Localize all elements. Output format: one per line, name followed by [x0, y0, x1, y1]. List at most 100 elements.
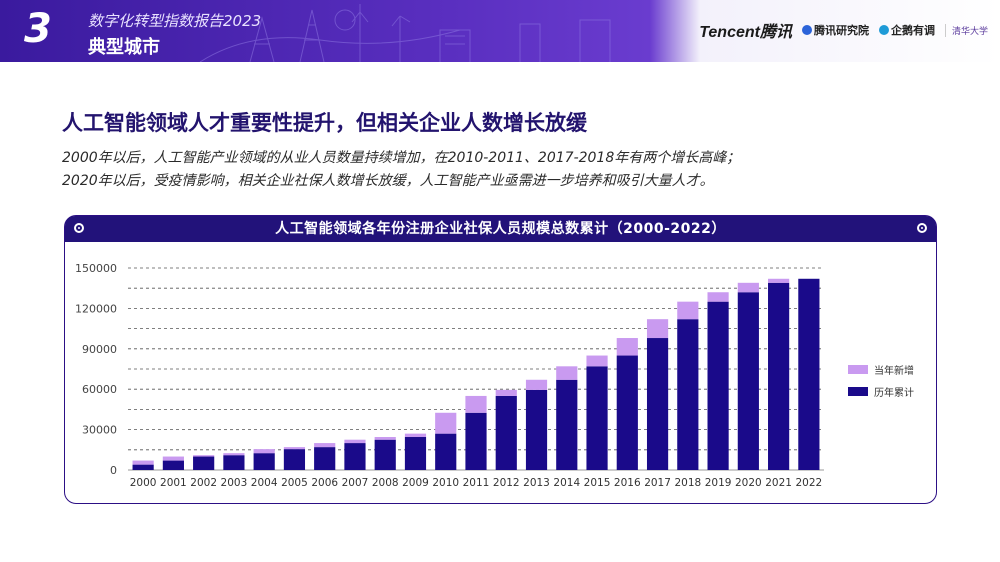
section-title: 典型城市	[88, 37, 160, 58]
bar-new	[677, 301, 699, 320]
bar-cumulative	[465, 412, 487, 470]
qie-survey-logo: 企鹅有调	[878, 22, 935, 38]
x-tick-label: 2018	[674, 477, 701, 489]
y-tick-label: 0	[110, 464, 117, 477]
bar-cumulative	[132, 464, 154, 470]
y-tick-label: 90000	[82, 343, 117, 356]
x-tick-label: 2009	[402, 477, 429, 489]
bar-cumulative	[586, 366, 608, 470]
bar-new	[586, 355, 608, 367]
bar-new	[283, 447, 306, 450]
bar-new	[616, 338, 638, 356]
bar-new	[465, 395, 487, 413]
x-tick-label: 2005	[281, 477, 308, 489]
bar-new	[737, 282, 759, 293]
bar-new	[314, 443, 336, 448]
x-tick-label: 2006	[311, 477, 338, 489]
x-tick-label: 2003	[221, 477, 248, 489]
bar-cumulative	[798, 278, 820, 470]
y-tick-label: 150000	[75, 262, 117, 275]
bar-cumulative	[314, 447, 336, 470]
y-tick-label: 120000	[75, 302, 117, 315]
x-tick-label: 2021	[765, 477, 792, 489]
bar-new	[374, 437, 396, 440]
x-tick-label: 2000	[130, 477, 157, 489]
chart-legend: 当年新增 历年累计	[848, 362, 914, 406]
bar-new	[404, 433, 427, 438]
bar-new	[556, 366, 578, 380]
penguin-logo-icon	[878, 25, 889, 35]
bar-cumulative	[283, 449, 306, 470]
x-tick-label: 2016	[614, 477, 641, 489]
bar-new	[768, 278, 790, 283]
legend-label-cumulative: 历年累计	[874, 388, 914, 399]
legend-label-new: 当年新增	[874, 366, 914, 377]
city-skyline-illustration	[199, 4, 611, 62]
report-title: 数字化转型指数报告2023	[88, 12, 262, 30]
x-tick-label: 2002	[190, 477, 217, 489]
x-tick-label: 2010	[432, 477, 459, 489]
bar-cumulative	[435, 433, 457, 470]
lead-line-1: 2000年以后，人工智能产业领域的从业人员数量持续增加，在2010-2011、2…	[62, 150, 741, 166]
lead-line-2: 2020年以后，受疫情影响，相关企业社保人数增长放缓，人工智能产业亟需进一步培养…	[62, 173, 714, 189]
bar-cumulative	[737, 292, 759, 470]
bar-new	[162, 456, 184, 461]
bar-cumulative	[344, 443, 366, 470]
target-dot-icon	[74, 223, 84, 233]
bar-new	[435, 412, 457, 434]
bar-new	[707, 292, 729, 302]
tsinghua-logo: 清华大学	[944, 23, 988, 37]
x-tick-label: 2012	[493, 477, 520, 489]
header-banner: 3 数字化转型指数报告2023 典型城市 Tencent腾讯 腾讯研究院 企鹅有…	[0, 0, 1000, 62]
bar-cumulative	[646, 338, 669, 470]
bar-cumulative	[525, 389, 548, 470]
bar-new	[132, 460, 154, 465]
bar-cumulative	[616, 355, 638, 470]
bar-cumulative	[707, 301, 729, 470]
y-tick-label: 30000	[82, 424, 117, 437]
bar-cumulative	[495, 395, 517, 470]
bar-cumulative	[404, 437, 427, 470]
target-dot-icon	[917, 223, 927, 233]
legend-swatch-new	[848, 365, 868, 374]
section-number: 3	[24, 6, 52, 52]
legend-item-cumulative: 历年累计	[848, 384, 914, 399]
x-tick-label: 2020	[735, 477, 762, 489]
research-logo-icon	[801, 25, 812, 35]
y-tick-label: 60000	[82, 383, 117, 396]
bar-cumulative	[253, 453, 275, 470]
x-tick-label: 2017	[644, 477, 671, 489]
bar-new	[344, 439, 366, 444]
x-tick-label: 2013	[523, 477, 550, 489]
tencent-research-logo: 腾讯研究院	[801, 22, 869, 38]
bar-cumulative	[193, 456, 215, 470]
bar-cumulative	[556, 379, 578, 470]
chart-title: 人工智能领域各年份注册企业社保人员规模总数累计（2000-2022）	[275, 221, 726, 237]
x-tick-label: 2004	[251, 477, 278, 489]
bar-new	[495, 389, 517, 396]
legend-swatch-cumulative	[848, 387, 868, 396]
bar-cumulative	[223, 455, 245, 470]
bar-cumulative	[677, 319, 699, 470]
chart-title-bar: 人工智能领域各年份注册企业社保人员规模总数累计（2000-2022）	[65, 216, 936, 242]
bar-new	[253, 449, 275, 454]
bar-cumulative	[768, 282, 790, 470]
x-tick-label: 2008	[372, 477, 399, 489]
x-tick-label: 2001	[160, 477, 187, 489]
x-tick-label: 2014	[553, 477, 580, 489]
bar-cumulative	[162, 460, 184, 470]
x-tick-label: 2007	[342, 477, 369, 489]
bar-new	[193, 455, 215, 457]
bar-new	[525, 379, 548, 390]
partner-logos: Tencent腾讯 腾讯研究院 企鹅有调 清华大学	[699, 18, 988, 42]
x-tick-label: 2019	[705, 477, 732, 489]
x-tick-label: 2015	[584, 477, 611, 489]
x-tick-label: 2022	[796, 477, 823, 489]
headline: 人工智能领域人才重要性提升，但相关企业人数增长放缓	[62, 111, 587, 135]
tencent-logo: Tencent腾讯	[699, 24, 792, 41]
legend-item-new: 当年新增	[848, 362, 914, 377]
bar-cumulative	[374, 439, 396, 470]
x-tick-label: 2011	[463, 477, 490, 489]
bar-new	[646, 319, 669, 339]
